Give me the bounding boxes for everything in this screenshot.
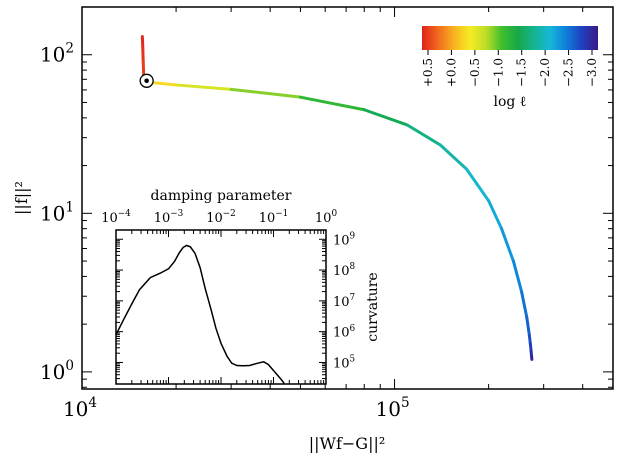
curve-segment xyxy=(511,259,524,294)
inset-plot-frame xyxy=(115,229,327,385)
inset-x-tick-label: 100 xyxy=(315,209,338,226)
main-tick-labels: 104 105 100 101 102 xyxy=(40,41,410,421)
inset-x-tick-label: 10−4 xyxy=(101,209,131,226)
inset-y-tick-label: 105 xyxy=(333,355,355,372)
y-tick-label: 102 xyxy=(40,41,74,67)
curve-segment xyxy=(405,123,442,147)
marker-dot xyxy=(144,78,149,84)
curve-segment xyxy=(174,83,233,91)
colorbar-tick-label: −1.5 xyxy=(515,58,529,87)
inset-plot: 10−4 10−3 10−2 10−1 100 105 106 107 108 109 dampi… xyxy=(101,188,381,385)
colorbar-tick-label: −2.5 xyxy=(562,58,576,87)
inset-y-tick-label: 109 xyxy=(333,231,356,248)
inset-curve xyxy=(115,244,285,384)
inset-y-tick-label: 106 xyxy=(333,324,356,341)
colorbar-tick-label: −1.0 xyxy=(491,58,505,87)
inset-x-axis-title: damping parameter xyxy=(151,188,292,204)
inset-y-tick-label: 108 xyxy=(333,262,356,279)
inset-x-tick-label: 10−1 xyxy=(259,209,289,226)
main-axis-ticks xyxy=(81,6,614,389)
curve-segment xyxy=(525,316,531,337)
x-tick-label: 105 xyxy=(375,395,409,421)
colorbar-tick-label: −0.5 xyxy=(468,58,482,87)
y-tick-label: 101 xyxy=(40,199,74,225)
inset-tick-labels: 10−4 10−3 10−2 10−1 100 105 106 107 108 109 xyxy=(101,209,355,371)
corner-marker xyxy=(139,73,154,88)
main-x-axis-title: ||Wf−G||² xyxy=(309,434,386,453)
inset-y-tick-label: 107 xyxy=(333,293,355,310)
curve-segment xyxy=(298,95,366,112)
colorbar-tick-label: −2.0 xyxy=(538,58,552,87)
colorbar-bar xyxy=(422,26,598,50)
inset-x-tick-label: 10−2 xyxy=(206,209,236,226)
inset-axis-ticks xyxy=(115,229,327,385)
main-y-axis-title: ||f||² xyxy=(12,181,31,215)
curve-segment xyxy=(500,227,515,263)
colorbar-tick-label: +0.5 xyxy=(421,58,435,87)
main-plot: 104 105 100 101 102 ||Wf−G||² ||f||² xyxy=(12,6,614,453)
curve-segment xyxy=(487,199,504,231)
curve-segment xyxy=(362,108,409,127)
colorbar-label: log ℓ xyxy=(493,94,526,110)
y-tick-label: 100 xyxy=(40,358,74,384)
inset-y-axis-title: curvature xyxy=(365,272,381,341)
curve-segment xyxy=(520,290,529,320)
curve-segment xyxy=(465,167,491,203)
colorbar-ticks: +0.5 +0.0 −0.5 −1.0 −1.5 −2.0 −2.5 −3.0 xyxy=(421,50,599,87)
colorbar-tick-label: −3.0 xyxy=(585,58,599,87)
x-tick-label: 104 xyxy=(63,395,97,421)
curve-segment xyxy=(438,143,469,171)
inset-curve-line xyxy=(115,244,285,384)
colorbar: +0.5 +0.0 −0.5 −1.0 −1.5 −2.0 −2.5 −3.0 log ℓ xyxy=(421,26,599,110)
curve-segment xyxy=(229,87,302,99)
colorbar-tick-label: +0.0 xyxy=(444,58,458,87)
curve-segment xyxy=(147,80,178,87)
inset-x-tick-label: 10−3 xyxy=(154,209,184,226)
main-plot-frame xyxy=(81,6,614,390)
